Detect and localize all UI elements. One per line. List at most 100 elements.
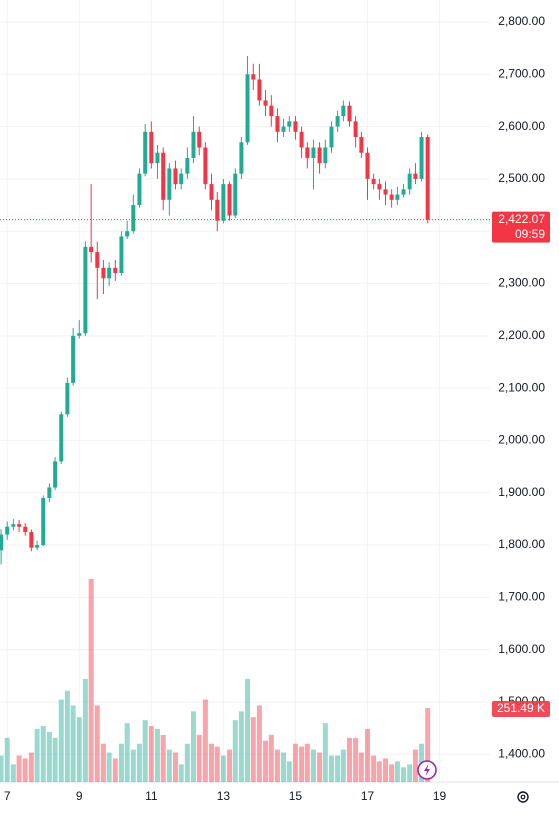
candle-body — [299, 131, 304, 148]
candle-body — [245, 74, 250, 143]
candle-body — [305, 147, 310, 158]
candle-body — [149, 131, 154, 164]
candle-body — [95, 252, 100, 268]
candle-body — [287, 121, 292, 127]
y-tick-label: 2,600.00 — [498, 119, 545, 133]
volume-bar — [401, 767, 407, 782]
candle-body — [281, 126, 286, 132]
volume-bar — [184, 743, 190, 782]
y-tick-label: 2,700.00 — [498, 66, 545, 80]
candle-body — [203, 147, 208, 185]
candle-body — [29, 531, 34, 548]
candle-body — [269, 105, 274, 117]
volume-bar — [160, 734, 166, 782]
volume-bar — [202, 699, 208, 782]
lightning-bolt[interactable] — [424, 764, 430, 776]
volume-bar — [407, 764, 413, 782]
volume-bar — [4, 737, 10, 782]
y-tick-label: 1,800.00 — [498, 537, 545, 551]
y-tick-label: 2,500.00 — [498, 171, 545, 185]
candle-body — [77, 333, 82, 336]
y-tick-label: 2,000.00 — [498, 433, 545, 447]
volume-bar — [16, 755, 22, 782]
candle-body — [65, 382, 70, 415]
volume-bar — [190, 711, 196, 782]
volume-bar — [220, 755, 226, 782]
candle-body — [125, 231, 130, 237]
volume-bar — [358, 752, 364, 782]
candle-body — [341, 105, 346, 117]
candle-body — [131, 205, 136, 232]
volume-bar — [340, 749, 346, 782]
candle-body — [419, 137, 424, 179]
volume-bar — [106, 752, 112, 782]
candle-body — [365, 152, 370, 179]
candle-body — [275, 116, 280, 132]
volume-bar — [64, 690, 70, 782]
candle-body — [329, 126, 334, 148]
volume-bar — [34, 729, 40, 782]
volume-label: 251.49 K — [497, 701, 545, 715]
x-tick-label: 7 — [4, 789, 11, 803]
volume-bar — [28, 752, 34, 782]
candle-body — [47, 487, 52, 498]
volume-label-box — [492, 700, 550, 717]
volume-bar — [112, 758, 118, 782]
y-tick-label: 1,700.00 — [498, 590, 545, 604]
candle-body — [167, 168, 172, 200]
settings-button[interactable] — [517, 791, 529, 803]
candle-body — [227, 184, 232, 216]
volume-bar — [346, 737, 352, 782]
volume-bar — [172, 752, 178, 782]
candle-body — [143, 131, 148, 174]
candle-body — [59, 414, 64, 462]
candle-body — [185, 157, 190, 174]
volume-bar — [281, 752, 287, 782]
volume-bar — [124, 723, 130, 782]
candle-body — [161, 152, 166, 200]
candle-body — [251, 74, 256, 80]
volume-bar — [94, 705, 100, 782]
volume-bar — [322, 723, 328, 782]
countdown-label: 09:59 — [515, 227, 545, 241]
volume-bar — [0, 755, 4, 782]
volume-bar — [365, 729, 370, 782]
volume-bar — [274, 749, 280, 782]
alert-button[interactable] — [417, 760, 437, 780]
candle-body — [233, 173, 238, 216]
candle-body — [395, 194, 400, 200]
volume-bar — [335, 755, 341, 782]
volume-bar — [227, 749, 233, 782]
volume-bar — [304, 743, 310, 782]
candle-body — [119, 236, 124, 274]
candle-body — [71, 335, 76, 383]
candle-body — [179, 173, 184, 185]
volume-bar — [383, 758, 389, 782]
volume-bar — [394, 761, 400, 782]
candle-body — [257, 79, 262, 101]
volume-bar — [22, 758, 28, 782]
candle-body — [371, 178, 376, 185]
volume-bar — [178, 764, 184, 782]
volume-bar — [154, 729, 160, 782]
gear-center[interactable] — [520, 794, 526, 800]
volume-bar — [136, 743, 142, 782]
volume-bar — [46, 731, 52, 782]
volume-bar — [245, 678, 251, 782]
volume-bar — [425, 707, 431, 782]
y-tick-label: 2,300.00 — [498, 276, 545, 290]
x-tick-label: 9 — [76, 789, 83, 803]
gear-icon[interactable] — [517, 791, 529, 803]
candle-body — [35, 545, 40, 548]
volume-bar — [232, 720, 238, 782]
volume-bar — [82, 678, 88, 782]
x-tick-label: 17 — [361, 789, 375, 803]
volume-bar — [196, 734, 202, 782]
x-tick-label: 11 — [145, 789, 158, 803]
volume-bar — [317, 752, 323, 782]
volume-bar — [166, 749, 172, 782]
volume-bar — [250, 717, 256, 782]
candle-body — [155, 152, 160, 164]
volume-bar — [148, 726, 154, 782]
